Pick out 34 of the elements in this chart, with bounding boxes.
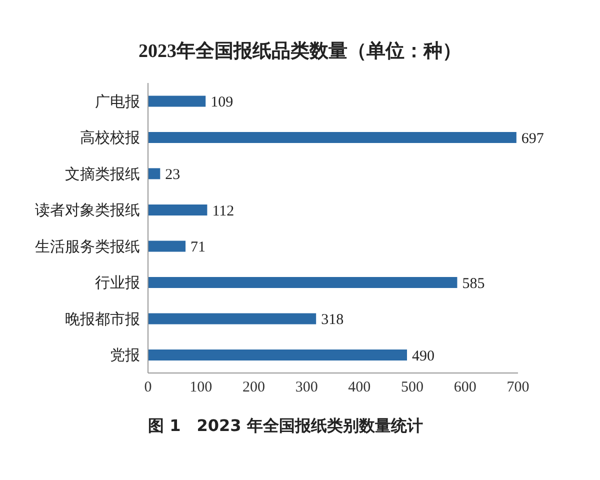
y-tick-label: 党报: [110, 347, 140, 364]
bar: [148, 204, 208, 216]
x-tick-label: 400: [348, 380, 371, 396]
data-label: 23: [165, 167, 180, 184]
bar: [148, 313, 316, 324]
x-tick-label: 700: [506, 380, 530, 396]
bar: [148, 240, 186, 252]
bar: [148, 349, 407, 360]
bar: [148, 132, 516, 143]
x-tick-label: 200: [242, 380, 265, 396]
chart-title: 2023年全国报纸品类数量（单位：种）: [138, 40, 462, 64]
bar: [148, 276, 458, 288]
x-tick-label: 100: [190, 380, 212, 396]
data-label: 112: [212, 203, 234, 220]
x-tick-label: 300: [295, 380, 318, 396]
bar: [148, 96, 206, 107]
data-label: 490: [412, 348, 434, 364]
x-tick-label: 500: [401, 380, 424, 396]
x-tick-label: 0: [144, 380, 152, 396]
y-tick-label: 生活服务类报纸: [35, 238, 140, 256]
caption: 图 1 2023 年全国报纸类别数量统计: [148, 416, 424, 437]
data-label: 109: [210, 94, 234, 111]
y-tick-label: 文摘类报纸: [65, 166, 140, 183]
data-label: 585: [462, 276, 485, 292]
y-tick-label: 行业报: [95, 274, 140, 292]
data-label: 318: [321, 312, 344, 328]
y-tick-label: 晚报都市报: [65, 310, 140, 328]
bar: [148, 168, 160, 180]
y-tick-label: 高校校报: [80, 130, 140, 147]
y-tick-label: 读者对象类报纸: [35, 202, 140, 220]
data-label: 697: [521, 130, 544, 147]
data-label: 71: [190, 240, 206, 256]
y-tick-label: 广电报: [95, 93, 140, 110]
x-tick-label: 600: [454, 380, 476, 396]
